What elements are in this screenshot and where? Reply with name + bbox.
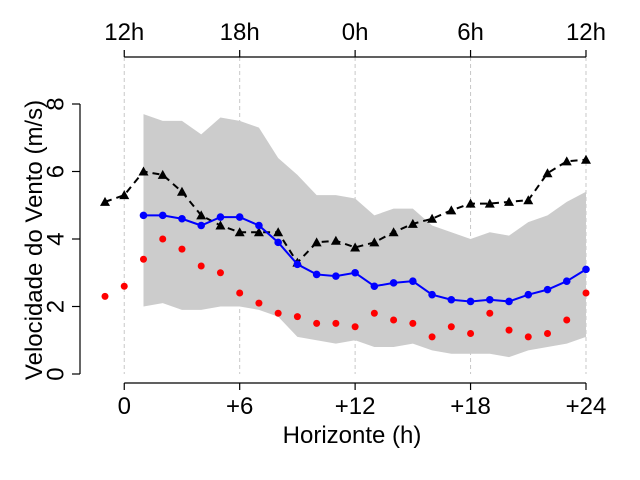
triangle-point xyxy=(427,213,438,223)
top-tick-label: 12h xyxy=(104,19,144,46)
y-tick-label: 6 xyxy=(43,165,70,178)
circle-point xyxy=(312,270,321,279)
x-tick-label: 0 xyxy=(118,393,131,420)
circle-point xyxy=(293,260,302,269)
circle-point xyxy=(428,290,436,299)
series-group xyxy=(100,154,591,341)
triangle-point xyxy=(369,237,380,247)
circle-point xyxy=(216,213,225,221)
red-dot-point xyxy=(274,309,282,317)
red-dot-point xyxy=(486,309,494,317)
circle-point xyxy=(582,265,590,274)
triangle-point xyxy=(330,235,341,245)
top-tick-label: 6h xyxy=(457,19,484,46)
x-tick-label: +24 xyxy=(566,393,607,420)
triangle-point xyxy=(542,168,553,178)
circle-point xyxy=(158,211,167,220)
red-dot-point xyxy=(467,330,475,337)
circle-point xyxy=(235,213,244,221)
triangle-point xyxy=(215,220,226,230)
triangle-point xyxy=(234,227,245,237)
circle-point xyxy=(505,297,513,306)
circle-point xyxy=(409,277,417,285)
red-dot-point xyxy=(197,262,205,270)
red-dot-point xyxy=(159,235,167,243)
circle-point xyxy=(178,214,186,223)
triangle-point xyxy=(253,227,264,237)
red-dot-point xyxy=(351,323,359,331)
circle-point xyxy=(389,279,398,287)
red-dot-point xyxy=(544,330,552,337)
red-dot-point xyxy=(139,255,147,263)
circle-point xyxy=(485,295,494,304)
y-tick-label: 2 xyxy=(43,300,70,313)
triangle-point xyxy=(119,190,130,200)
triangle-point xyxy=(484,198,495,208)
circle-point xyxy=(255,221,263,230)
red-dot-point xyxy=(524,333,532,341)
circle-point xyxy=(447,295,456,304)
red-dot-point xyxy=(332,319,340,327)
triangle-point xyxy=(561,156,572,166)
circle-point xyxy=(274,238,282,247)
circle-point xyxy=(543,285,552,294)
red-dot-point xyxy=(582,289,590,297)
triangle-point xyxy=(311,237,322,247)
red-dot-point xyxy=(178,245,186,253)
axes: 0 2 4 6 8 0 +6 +12 +18 +24 12h 18h 0h 6h 12h xyxy=(43,19,607,420)
circle-point xyxy=(197,221,206,230)
red-dot-point xyxy=(563,316,571,324)
y-axis-label: Velocidade do Vento (m/s) xyxy=(21,100,48,380)
circle-point xyxy=(139,211,148,220)
triangle-point xyxy=(100,196,111,206)
top-tick-label: 0h xyxy=(342,19,369,46)
triangle-point xyxy=(138,166,149,176)
red-dot-point xyxy=(409,319,417,327)
x-tick-label: +18 xyxy=(450,393,491,420)
triangle-point xyxy=(273,227,284,237)
triangle-point xyxy=(388,227,399,237)
triangle-point xyxy=(446,205,457,215)
triangle-point xyxy=(523,195,534,205)
triangle-point xyxy=(504,196,515,206)
y-tick-label: 8 xyxy=(43,97,70,110)
triangle-point xyxy=(157,169,168,179)
triangle-point xyxy=(465,198,476,208)
red-dot-point xyxy=(390,316,398,324)
top-tick-label: 12h xyxy=(566,19,606,46)
red-dot-point xyxy=(505,326,513,334)
y-tick-label: 4 xyxy=(43,232,70,245)
triangle-point xyxy=(407,218,418,228)
red-dot-point xyxy=(236,289,244,297)
circle-point xyxy=(370,282,379,291)
red-dot-point xyxy=(447,323,455,331)
x-axis-label: Horizonte (h) xyxy=(283,422,422,449)
circle-point xyxy=(562,277,571,285)
red-dot-point xyxy=(101,292,109,300)
red-dot-point xyxy=(370,309,378,317)
circle-point xyxy=(466,297,475,306)
confidence-band xyxy=(143,114,586,358)
red-dot-point xyxy=(313,319,321,327)
circle-point xyxy=(524,290,533,299)
triangle-point xyxy=(176,186,187,196)
circle-point xyxy=(351,268,359,277)
red-dot-point xyxy=(428,333,436,341)
band-area xyxy=(143,114,586,358)
x-tick-label: +6 xyxy=(226,393,253,420)
red-dot-point xyxy=(120,282,128,290)
triangle-point xyxy=(196,210,207,220)
top-tick-label: 18h xyxy=(220,19,260,46)
circle-point xyxy=(332,272,340,280)
red-dot-point xyxy=(216,269,224,277)
red-dot-point xyxy=(255,299,263,307)
red-dot-point xyxy=(293,313,301,321)
triangle-point xyxy=(580,154,591,164)
x-tick-label: +12 xyxy=(335,393,376,420)
y-tick-label: 0 xyxy=(43,367,70,380)
triangle-point xyxy=(350,242,361,252)
